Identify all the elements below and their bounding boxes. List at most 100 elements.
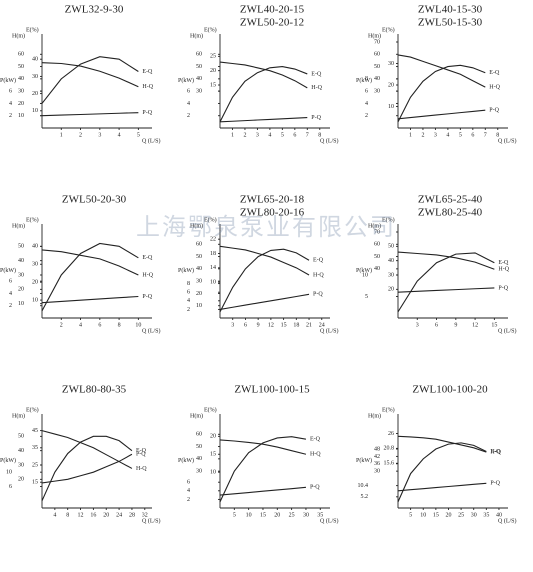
p-tick-label: 10 bbox=[362, 272, 368, 278]
curve bbox=[219, 117, 308, 123]
y3-axis-label: P(kW) bbox=[0, 267, 16, 274]
x-tick-label: 3 bbox=[416, 322, 419, 328]
x-tick-label: 2 bbox=[421, 132, 424, 138]
curve bbox=[41, 56, 139, 104]
curve-label: E-Q bbox=[136, 448, 147, 454]
curve-label: P-Q bbox=[142, 294, 152, 300]
x-axis-label: Q (L/S) bbox=[498, 327, 517, 334]
y3-axis-label: P(kW) bbox=[178, 267, 194, 274]
chart-title: ZWL100-100-15 bbox=[234, 384, 310, 396]
x-axis-label: Q (L/S) bbox=[142, 137, 161, 144]
e-tick-label: 30 bbox=[374, 89, 380, 95]
x-tick-label: 7 bbox=[484, 132, 487, 138]
chart-title: ZWL50-15-30 bbox=[418, 17, 483, 29]
y3-axis-label: P(kW) bbox=[356, 267, 372, 274]
e-tick-label: 60 bbox=[18, 52, 24, 58]
p-tick-label: 2 bbox=[187, 307, 190, 313]
curve-label: H-Q bbox=[142, 84, 153, 90]
x-tick-label: 6 bbox=[98, 322, 101, 328]
curve-label: E-Q bbox=[489, 70, 500, 76]
curve bbox=[397, 64, 486, 123]
e-tick-label: 42 bbox=[374, 454, 380, 460]
x-tick-label: 8 bbox=[118, 322, 121, 328]
e-tick-label: 40 bbox=[374, 266, 380, 272]
h-tick-label: 10 bbox=[32, 108, 38, 114]
e-tick-label: 30 bbox=[18, 89, 24, 95]
p-tick-label: 10.4 bbox=[358, 483, 369, 489]
x-tick-label: 24 bbox=[116, 512, 122, 518]
e-tick-label: 40 bbox=[18, 258, 24, 264]
p-tick-label: 6 bbox=[9, 484, 12, 490]
curve-label: H-Q bbox=[498, 267, 509, 273]
x-tick-label: 5 bbox=[459, 132, 462, 138]
e-tick-label: 30 bbox=[18, 462, 24, 468]
x-tick-label: 5 bbox=[281, 132, 284, 138]
e-tick-label: 36 bbox=[374, 461, 380, 467]
y-axis-label: H(m) bbox=[190, 32, 203, 39]
e-tick-label: 50 bbox=[374, 64, 380, 70]
x-tick-label: 32 bbox=[142, 512, 148, 518]
p-tick-label: 2 bbox=[9, 303, 12, 309]
x-axis-label: Q (L/S) bbox=[320, 137, 339, 144]
h-tick-label: 18 bbox=[210, 251, 216, 257]
y3-axis-label: P(kW) bbox=[356, 77, 372, 84]
x-tick-label: 1 bbox=[409, 132, 412, 138]
y2-axis-label: E(%) bbox=[26, 216, 39, 223]
p-tick-label: 6 bbox=[9, 89, 12, 95]
x-axis-label: Q (L/S) bbox=[498, 517, 517, 524]
x-axis-label: Q (L/S) bbox=[142, 327, 161, 334]
x-tick-label: 12 bbox=[268, 322, 274, 328]
curve bbox=[41, 453, 133, 484]
h-tick-label: 20 bbox=[388, 287, 394, 293]
y3-axis-label: P(kW) bbox=[178, 77, 194, 84]
e-tick-label: 40 bbox=[374, 76, 380, 82]
curve bbox=[397, 435, 487, 453]
p-tick-label: 2 bbox=[9, 113, 12, 119]
h-tick-label: 30 bbox=[32, 74, 38, 80]
chart-title: ZWL80-25-40 bbox=[418, 207, 483, 219]
curve-label: H-Q bbox=[489, 85, 500, 91]
x-tick-label: 6 bbox=[293, 132, 296, 138]
e-tick-label: 50 bbox=[374, 254, 380, 260]
y2-axis-label: E(%) bbox=[26, 406, 39, 413]
p-tick-label: 8 bbox=[365, 76, 368, 82]
x-tick-label: 2 bbox=[79, 132, 82, 138]
x-tick-label: 3 bbox=[256, 132, 259, 138]
e-tick-label: 70 bbox=[374, 229, 380, 235]
chart-title: ZWL32-9-30 bbox=[65, 4, 124, 16]
h-tick-label: 45 bbox=[32, 428, 38, 434]
y-axis-label: H(m) bbox=[12, 412, 25, 419]
y3-axis-label: P(kW) bbox=[178, 457, 194, 464]
h-tick-label: 20 bbox=[32, 280, 38, 286]
x-tick-label: 2 bbox=[243, 132, 246, 138]
x-tick-label: 20 bbox=[103, 512, 109, 518]
curve-label: P-Q bbox=[489, 108, 499, 114]
curve-label: E-Q bbox=[490, 449, 501, 455]
y3-axis-label: P(kW) bbox=[0, 77, 16, 84]
x-tick-label: 3 bbox=[434, 132, 437, 138]
watermark: 上海鄂泉泵业有限公司 bbox=[136, 213, 396, 241]
x-tick-label: 10 bbox=[420, 512, 426, 518]
x-tick-label: 12 bbox=[472, 322, 478, 328]
h-tick-label: 10 bbox=[210, 470, 216, 476]
e-tick-label: 50 bbox=[196, 254, 202, 260]
h-tick-label: 15 bbox=[210, 82, 216, 88]
p-tick-label: 5.2 bbox=[361, 494, 369, 500]
p-tick-label: 4 bbox=[187, 298, 190, 304]
chart-title: ZWL50-20-30 bbox=[62, 194, 127, 206]
h-tick-label: 50 bbox=[388, 244, 394, 250]
h-tick-label: 10 bbox=[32, 297, 38, 303]
h-tick-label: 10 bbox=[210, 280, 216, 286]
chart-title: ZWL80-80-35 bbox=[62, 384, 127, 396]
x-tick-label: 5 bbox=[233, 512, 236, 518]
h-tick-label: 40 bbox=[388, 258, 394, 264]
p-tick-label: 6 bbox=[9, 279, 12, 285]
y-axis-label: H(m) bbox=[190, 412, 203, 419]
x-axis-label: Q (L/S) bbox=[498, 137, 517, 144]
x-tick-label: 35 bbox=[317, 512, 323, 518]
e-tick-label: 10 bbox=[18, 301, 24, 307]
y2-axis-label: E(%) bbox=[204, 26, 217, 33]
curve bbox=[219, 61, 308, 89]
x-tick-label: 30 bbox=[303, 512, 309, 518]
